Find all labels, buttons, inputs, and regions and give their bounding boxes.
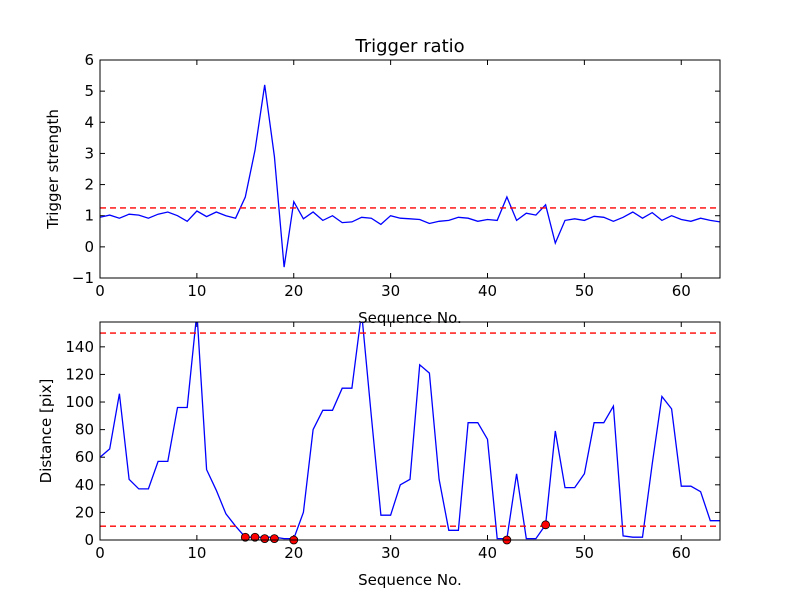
bottom-ytick-label: 120 — [65, 365, 94, 383]
top-ytick-label: 3 — [84, 144, 94, 162]
top-xtick-label: 30 — [381, 282, 400, 300]
bottom-ytick-label: 0 — [84, 531, 94, 549]
bottom-ytick-label: 80 — [75, 421, 94, 439]
top-ytick-label: 0 — [84, 238, 94, 256]
top-chart-title: Trigger ratio — [354, 36, 464, 57]
bottom-series-line — [100, 322, 720, 540]
bottom-threshold-lines — [100, 332, 720, 527]
top-xtick-label: 60 — [672, 282, 691, 300]
top-ytick-label: 1 — [84, 207, 94, 225]
bottom-xlabel: Sequence No. — [358, 571, 462, 589]
top-plot-frame — [99, 59, 721, 279]
bottom-ytick-label: 140 — [65, 338, 94, 356]
top-xlabel: Sequence No. — [358, 309, 462, 327]
top-xtick-label: 50 — [575, 282, 594, 300]
bottom-ticks: 0 10 20 30 40 50 60 0 20 40 60 80 100 120 140 — [65, 322, 720, 562]
bottom-xtick-label: 0 — [95, 544, 105, 562]
top-ylabel: Trigger strength — [44, 109, 62, 230]
top-xtick-label: 40 — [478, 282, 497, 300]
bottom-ytick-label: 20 — [75, 503, 94, 521]
top-ytick-label: 2 — [84, 176, 94, 194]
bottom-marker-point — [260, 534, 270, 544]
bottom-xtick-label: 20 — [284, 544, 303, 562]
top-xtick-label: 20 — [284, 282, 303, 300]
top-ytick-label: 5 — [84, 82, 94, 100]
bottom-ylabel: Distance [pix] — [37, 379, 55, 484]
bottom-xtick-label: 30 — [381, 544, 400, 562]
top-xtick-label: 0 — [95, 282, 105, 300]
bottom-ytick-label: 100 — [65, 393, 94, 411]
top-ytick-label: 4 — [84, 113, 94, 131]
bottom-xtick-label: 10 — [187, 544, 206, 562]
bottom-xtick-label: 40 — [478, 544, 497, 562]
bottom-marker-point — [250, 532, 260, 542]
bottom-xtick-label: 50 — [575, 544, 594, 562]
bottom-ytick-label: 60 — [75, 448, 94, 466]
bottom-xtick-label: 60 — [672, 544, 691, 562]
bottom-marker-point — [240, 532, 250, 542]
bottom-markers — [240, 520, 551, 545]
top-ytick-label: −1 — [72, 269, 94, 287]
top-xtick-label: 10 — [187, 282, 206, 300]
bottom-panel: 0 10 20 30 40 50 60 0 20 40 60 80 100 120 140 Sequence… — [37, 321, 721, 589]
bottom-marker-point — [269, 534, 279, 544]
bottom-marker-point — [541, 520, 551, 530]
bottom-plot-frame — [99, 321, 721, 541]
top-series-line — [100, 84, 720, 268]
top-ytick-label: 6 — [84, 51, 94, 69]
bottom-ytick-label: 40 — [75, 476, 94, 494]
